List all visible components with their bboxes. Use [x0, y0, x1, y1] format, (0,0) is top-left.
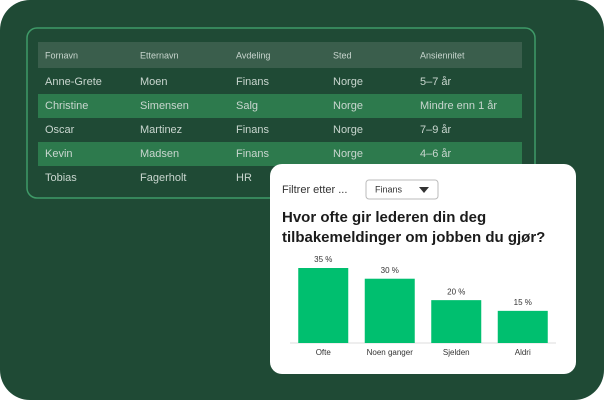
row-highlight: [38, 142, 522, 166]
table-header: Avdeling: [236, 50, 270, 60]
x-tick-label: Sjelden: [443, 348, 470, 357]
table-cell: 7–9 år: [420, 124, 452, 136]
table-cell: Norge: [333, 148, 363, 160]
table-header: Fornavn: [45, 50, 78, 60]
table-cell: Anne-Grete: [45, 76, 102, 88]
table-cell: 4–6 år: [420, 148, 452, 160]
table-cell: Simensen: [140, 100, 189, 112]
table-cell: Tobias: [45, 172, 77, 184]
table-cell: Mindre enn 1 år: [420, 100, 497, 112]
x-tick-label: Noen ganger: [367, 348, 414, 357]
table-cell: Finans: [236, 148, 270, 160]
table-cell: Christine: [45, 100, 88, 112]
dropdown-value[interactable]: Finans: [375, 184, 403, 194]
bar: [298, 268, 349, 343]
table-header: Ansiennitet: [420, 50, 465, 60]
chart: Ofte 35 % Noen ganger 30 % Sjelden 20 % Aldri 1…: [290, 255, 556, 357]
table-cell: Kevin: [45, 148, 73, 160]
table-cell: Salg: [236, 100, 258, 112]
table-cell: Oscar: [45, 124, 75, 136]
bar: [431, 300, 482, 343]
bar: [497, 310, 548, 343]
x-tick-label: Ofte: [316, 348, 332, 357]
table-cell: HR: [236, 172, 252, 184]
table-cell: Norge: [333, 76, 363, 88]
value-label: 15 %: [514, 298, 532, 307]
table-header-bg: [38, 42, 522, 68]
table-cell: Moen: [140, 76, 168, 88]
table-cell: Finans: [236, 76, 270, 88]
dropdown[interactable]: [365, 179, 439, 200]
filter-label: Filtrer etter ...: [282, 184, 347, 196]
value-label: 30 %: [381, 266, 399, 275]
dropdown-arrow: [419, 187, 429, 193]
x-tick-label: Aldri: [515, 348, 531, 357]
bar: [364, 278, 415, 343]
row-highlight: [38, 94, 522, 118]
table-cell: Norge: [333, 124, 363, 136]
table-cell: Fagerholt: [140, 172, 186, 184]
table-header: Sted: [333, 50, 352, 60]
table-cell: Martinez: [140, 124, 182, 136]
value-label: 35 %: [314, 255, 332, 264]
table-header: Etternavn: [140, 50, 179, 60]
table: Fornavn Etternavn Avdeling Sted Ansiennitet A…: [38, 50, 522, 184]
chart-title: Hvor ofte gir lederen din deg tilbakemel…: [282, 209, 546, 246]
table-cell: 5–7 år: [420, 76, 452, 88]
value-label: 20 %: [447, 287, 465, 296]
table-cell: Finans: [236, 124, 270, 136]
table-cell: Norge: [333, 100, 363, 112]
table-cell: Madsen: [140, 148, 179, 160]
